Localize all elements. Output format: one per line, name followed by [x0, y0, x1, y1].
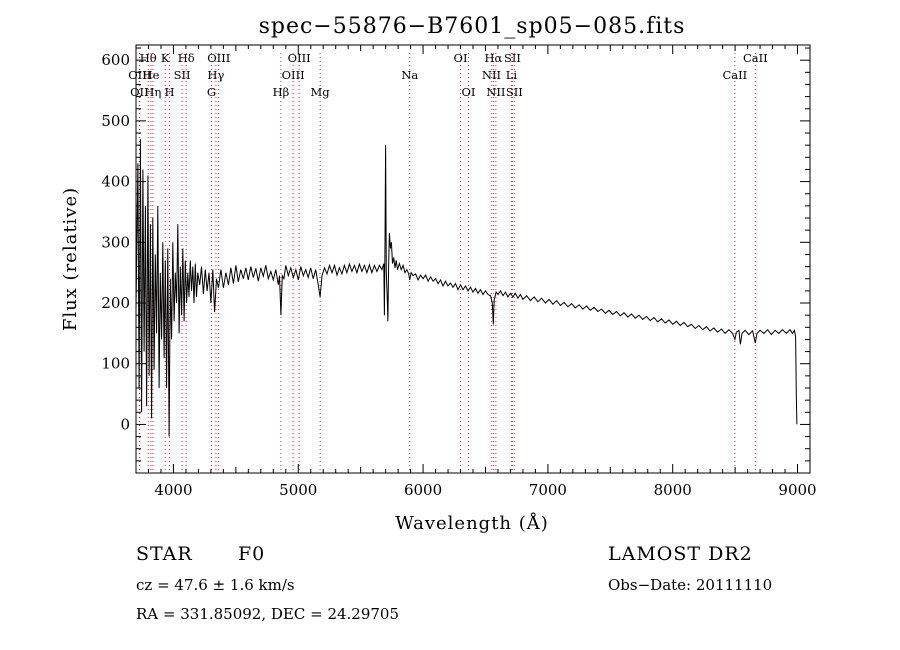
line-marker-label: Hδ [178, 51, 195, 65]
line-marker-label: SII [174, 68, 191, 82]
plot-frame [135, 44, 811, 474]
line-marker-layer: OII OIII Hθ He Hη K H SII Hδ G Hγ OIII Hβ OIII OIII Mg N… [128, 51, 768, 473]
line-marker-label: OIII [282, 68, 305, 82]
line-marker-label: Na [401, 68, 418, 82]
x-tick-label: 9000 [778, 481, 816, 499]
line-marker-label: SII [506, 85, 523, 99]
line-marker-label: H [165, 85, 175, 99]
x-tick-label: 6000 [404, 481, 442, 499]
line-marker-label: OIII [207, 51, 230, 65]
spectrum-line [135, 139, 798, 437]
line-marker-label: OI [462, 85, 476, 99]
x-tick-label: 7000 [529, 481, 567, 499]
y-tick-label: 500 [101, 112, 130, 130]
line-marker-label: OIII [128, 68, 151, 82]
x-axis-label: Wavelength (Å) [395, 512, 549, 534]
line-marker-label: NII [486, 85, 505, 99]
line-marker-label: Hγ [207, 68, 224, 82]
coordinates-readout: RA = 331.85092, DEC = 24.29705 [136, 605, 399, 623]
line-marker-label: NII [482, 68, 501, 82]
y-tick-label: 0 [120, 415, 130, 433]
x-tick-label: 8000 [654, 481, 692, 499]
line-marker-label: Li [506, 68, 518, 82]
line-marker-label: He [143, 68, 160, 82]
y-tick-label: 100 [101, 355, 130, 373]
line-marker-label: Mg [311, 85, 331, 99]
line-marker-label: OII [130, 85, 149, 99]
y-tick-label: 200 [101, 294, 130, 312]
survey-name: LAMOST DR2 [608, 543, 753, 565]
line-marker-label: Hα [484, 51, 502, 65]
chart-title: spec−55876−B7601_sp05−085.fits [259, 14, 686, 39]
observation-date: Obs−Date: 20111110 [608, 576, 772, 594]
y-tick-label: 300 [101, 233, 130, 251]
line-marker-label: K [161, 51, 170, 65]
line-marker-label: CaII [743, 51, 768, 65]
line-marker-label: SII [504, 51, 521, 65]
axis-ticks: 4000 5000 6000 7000 8000 9000 0 100 200 300 400 500… [101, 45, 817, 499]
line-marker-label: Hβ [273, 85, 290, 99]
object-class: STAR [136, 543, 193, 565]
y-axis-label: Flux (relative) [60, 187, 81, 331]
line-marker-label: G [207, 85, 216, 99]
redshift-readout: cz = 47.6 ± 1.6 km/s [136, 576, 295, 594]
x-tick-label: 5000 [279, 481, 317, 499]
line-marker-label: OI [454, 51, 468, 65]
spectrum-layer [135, 139, 798, 437]
y-tick-label: 600 [101, 51, 130, 69]
line-marker-label: CaII [722, 68, 747, 82]
line-marker-label: Hη [144, 85, 161, 99]
object-subclass: F0 [238, 543, 265, 565]
line-marker-label: Hθ [140, 51, 157, 65]
y-tick-label: 400 [101, 173, 130, 191]
line-marker-label: OIII [288, 51, 311, 65]
x-tick-label: 4000 [154, 481, 192, 499]
